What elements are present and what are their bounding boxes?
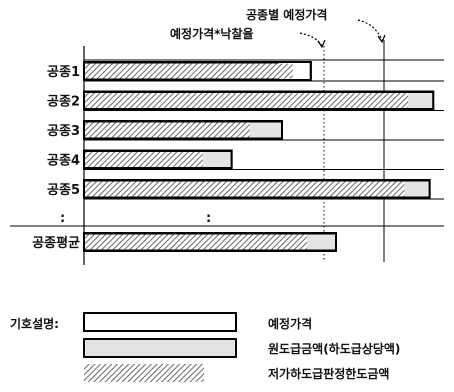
legend-label-original: 원도급금액(하도급상당액): [268, 341, 400, 356]
average-row: 공종평균: [32, 232, 337, 252]
rate-arrowhead: [317, 39, 326, 49]
estimate-bar-outline: [83, 179, 431, 199]
row-label: 공종평균: [32, 235, 80, 251]
per-trade-estimate-label: 공종별 예정가격: [246, 7, 327, 22]
legend-swatch-original: [83, 338, 237, 358]
trade-row: 공종3: [47, 120, 444, 141]
legend-label-estimate: 예정가격: [268, 316, 312, 331]
estimate-arrow: [357, 19, 383, 41]
estimate-bar-outline: [83, 61, 312, 81]
estimate-bar-outline: [83, 120, 283, 140]
trade-row: 공종4: [47, 149, 444, 170]
row-label: 공종4: [47, 154, 80, 169]
limit-bar: [85, 181, 405, 197]
estimate-bar-outline: [83, 232, 337, 252]
row-label: 공종3: [47, 124, 80, 139]
rate-arrow: [299, 32, 323, 47]
estimate-arrowhead: [377, 34, 386, 44]
row-label: 공종1: [47, 65, 80, 80]
trade-row: 공종2: [47, 90, 444, 111]
legend-swatch-limit: [84, 364, 204, 382]
legend-label-limit: 저가하도급판정한도금액: [268, 366, 389, 381]
trade-row: 공종1: [47, 61, 444, 82]
ellipsis-left: :: [60, 211, 65, 226]
legend-swatch-estimate: [83, 312, 237, 332]
limit-bar: [85, 63, 293, 79]
estimate-times-rate-label: 예정가격*낙찰율: [170, 26, 254, 41]
limit-bar: [85, 234, 308, 250]
trade-row: 공종5: [47, 179, 444, 200]
limit-bar: [85, 93, 408, 108]
legend-title: 기호설명:: [10, 316, 59, 331]
limit-bar: [85, 152, 203, 167]
row-label: 공종2: [47, 95, 80, 110]
ellipsis-mid: :: [206, 211, 211, 226]
row-label: 공종5: [47, 183, 80, 198]
limit-bar: [85, 122, 250, 138]
estimate-bar-outline: [83, 90, 435, 111]
estimate-bar-outline: [83, 149, 233, 170]
